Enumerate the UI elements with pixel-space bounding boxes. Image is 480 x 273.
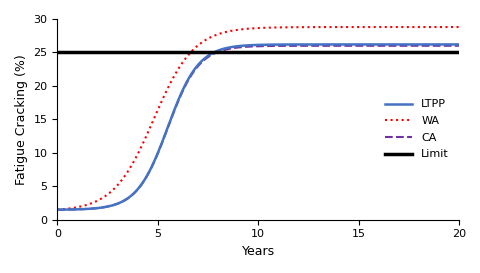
Y-axis label: Fatigue Cracking (%): Fatigue Cracking (%) <box>15 54 28 185</box>
X-axis label: Years: Years <box>241 245 274 258</box>
Legend: LTPP, WA, CA, Limit: LTPP, WA, CA, Limit <box>379 95 453 164</box>
